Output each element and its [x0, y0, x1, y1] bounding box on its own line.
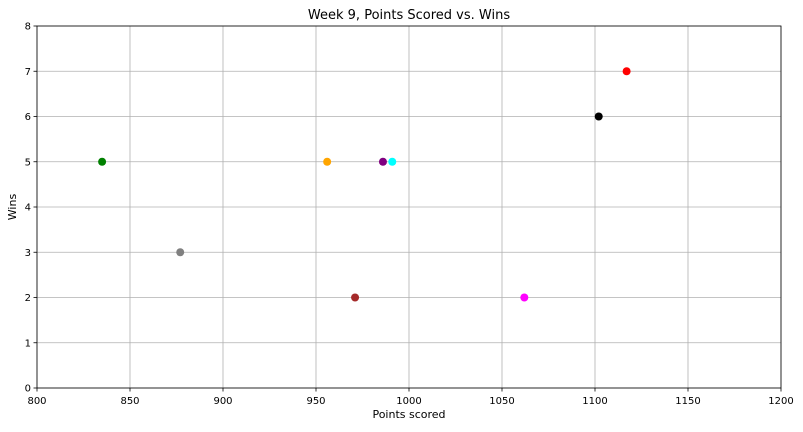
y-tick-label: 7	[25, 67, 31, 78]
x-tick-label: 800	[27, 396, 46, 407]
grid-lines	[36, 25, 782, 389]
y-axis-label: Wins	[6, 194, 19, 221]
data-point	[351, 293, 360, 302]
x-tick-label: 1050	[489, 396, 514, 407]
y-tick-label: 5	[25, 157, 31, 168]
data-points	[98, 67, 631, 302]
x-tick-label: 850	[120, 396, 139, 407]
x-tick-label: 1100	[582, 396, 607, 407]
x-tick-label: 950	[306, 396, 325, 407]
x-tick-label: 1200	[768, 396, 793, 407]
plot-area-frame	[36, 25, 782, 389]
y-tick-label: 0	[25, 384, 31, 395]
data-point	[378, 157, 387, 166]
y-tick-label: 4	[25, 203, 31, 214]
y-tick-label: 2	[25, 293, 31, 304]
x-tick-label: 900	[213, 396, 232, 407]
data-point	[622, 67, 631, 76]
data-point	[176, 248, 185, 257]
axis-ticks: 800 850 900 950 1000 1050 1100 1150 1200 0 1 2 3 4 5 6 7…	[25, 22, 794, 408]
y-tick-label: 3	[25, 248, 31, 259]
x-axis-label: Points scored	[372, 408, 445, 421]
data-point	[388, 157, 397, 166]
data-point	[323, 157, 332, 166]
y-tick-label: 8	[25, 22, 31, 33]
chart-title: Week 9, Points Scored vs. Wins	[308, 8, 510, 23]
data-point	[520, 293, 529, 302]
x-tick-label: 1000	[396, 396, 421, 407]
y-tick-label: 6	[25, 112, 31, 123]
data-point	[594, 112, 603, 121]
x-tick-label: 1150	[675, 396, 700, 407]
data-point	[98, 157, 107, 166]
y-tick-label: 1	[25, 338, 31, 349]
